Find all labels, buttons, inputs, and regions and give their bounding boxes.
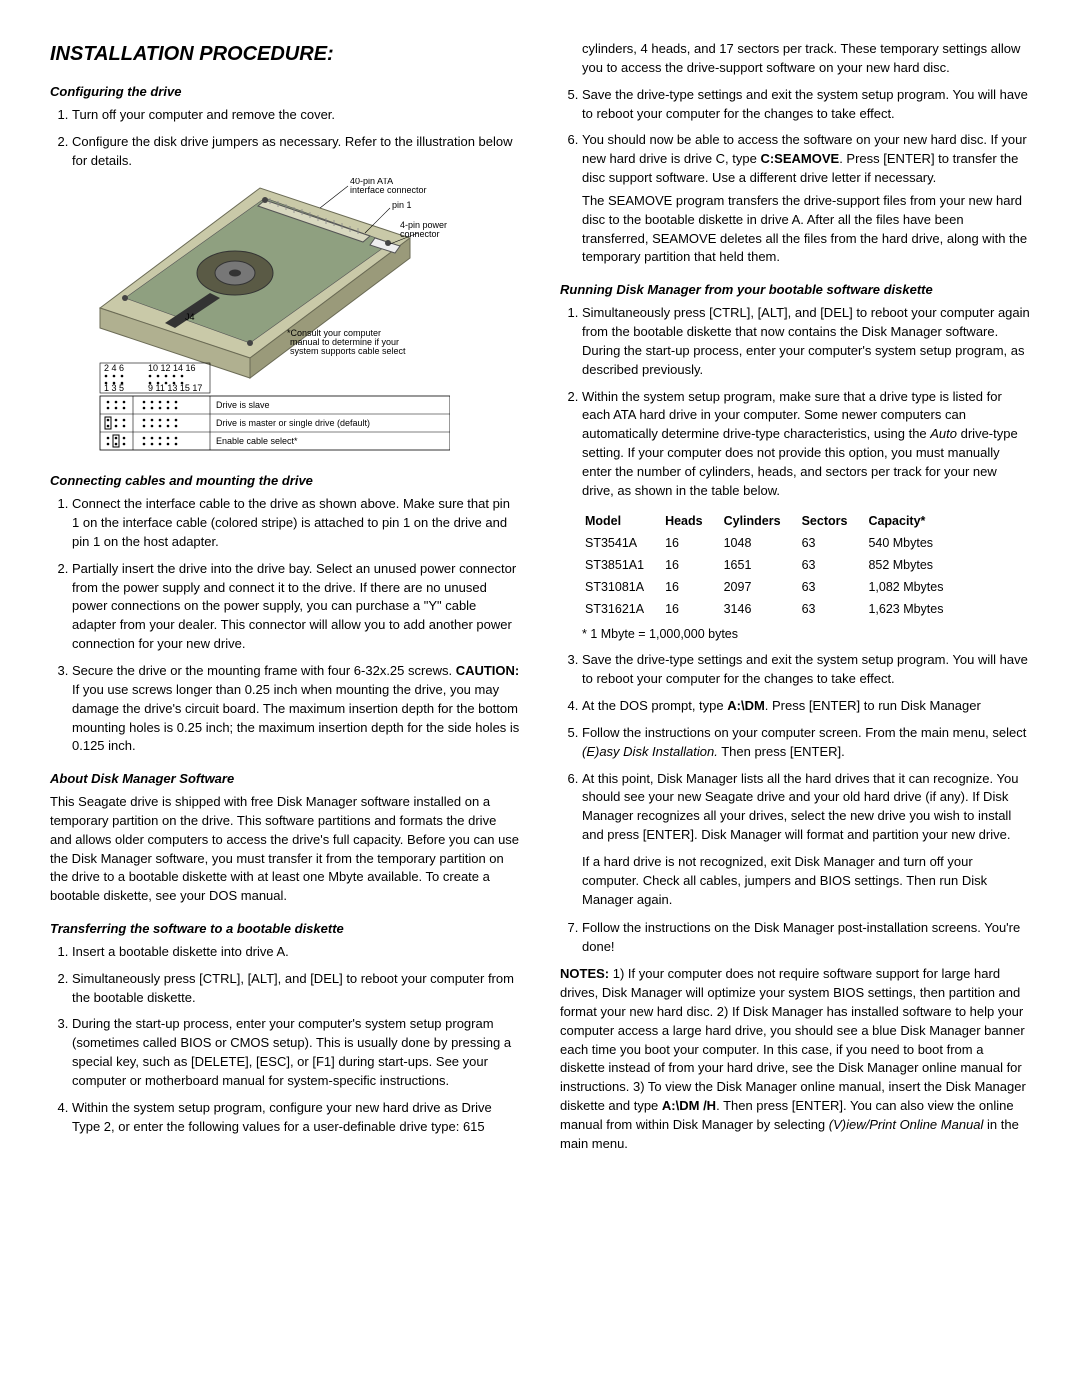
- table-footnote: * 1 Mbyte = 1,000,000 bytes: [582, 625, 1030, 643]
- list-item: Simultaneously press [CTRL], [ALT], and …: [582, 304, 1030, 379]
- svg-text:Enable cable select*: Enable cable select*: [216, 436, 298, 446]
- list-item: Secure the drive or the mounting frame w…: [72, 662, 520, 756]
- list-item: Connect the interface cable to the drive…: [72, 495, 520, 552]
- table-header: Capacity*: [867, 511, 961, 531]
- svg-text:pin 1: pin 1: [392, 200, 412, 210]
- list-item: Turn off your computer and remove the co…: [72, 106, 520, 125]
- running-steps: Simultaneously press [CTRL], [ALT], and …: [560, 304, 1030, 500]
- list-item: During the start-up process, enter your …: [72, 1015, 520, 1090]
- table-header: Model: [584, 511, 662, 531]
- heading-about: About Disk Manager Software: [50, 770, 520, 789]
- config-steps: Turn off your computer and remove the co…: [50, 106, 520, 171]
- list-item: Insert a bootable diskette into drive A.: [72, 943, 520, 962]
- not-recognized-paragraph: If a hard drive is not recognized, exit …: [582, 853, 1030, 910]
- table-row: ST31081A162097631,082 Mbytes: [584, 577, 961, 597]
- table-header: Cylinders: [723, 511, 799, 531]
- drive-diagram: J4 40-pin ATA interface connector pin 1 …: [70, 178, 450, 458]
- heading-transfer: Transferring the software to a bootable …: [50, 920, 520, 939]
- list-item: At this point, Disk Manager lists all th…: [582, 770, 1030, 845]
- page-title: INSTALLATION PROCEDURE:: [50, 40, 520, 69]
- list-item: At the DOS prompt, type A:\DM. Press [EN…: [582, 697, 1030, 716]
- running-steps-cont: Save the drive-type settings and exit th…: [560, 651, 1030, 845]
- list-item: Within the system setup program, make su…: [582, 388, 1030, 501]
- list-item: Save the drive-type settings and exit th…: [582, 86, 1030, 124]
- svg-text:interface connector: interface connector: [350, 185, 427, 195]
- table-row: ST3851A116165163852 Mbytes: [584, 555, 961, 575]
- svg-text:J4: J4: [185, 312, 195, 322]
- connect-steps: Connect the interface cable to the drive…: [50, 495, 520, 756]
- list-item: Simultaneously press [CTRL], [ALT], and …: [72, 970, 520, 1008]
- table-row: ST31621A163146631,623 Mbytes: [584, 599, 961, 619]
- svg-text:9 11 13 15 17: 9 11 13 15 17: [148, 383, 202, 393]
- heading-running: Running Disk Manager from your bootable …: [560, 281, 1030, 300]
- table-header: Sectors: [801, 511, 866, 531]
- svg-text:system supports cable select: system supports cable select: [290, 346, 406, 356]
- list-item: Save the drive-type settings and exit th…: [582, 651, 1030, 689]
- svg-text:Drive is slave: Drive is slave: [216, 400, 270, 410]
- list-item: Follow the instructions on your computer…: [582, 724, 1030, 762]
- svg-text:Drive is master or single driv: Drive is master or single drive (default…: [216, 418, 370, 428]
- svg-text:1 3 5: 1 3 5: [104, 383, 124, 393]
- about-paragraph: This Seagate drive is shipped with free …: [50, 793, 520, 906]
- svg-text:10 12 14 16: 10 12 14 16: [148, 363, 196, 373]
- table-row: ST3541A16104863540 Mbytes: [584, 533, 961, 553]
- heading-configuring: Configuring the drive: [50, 83, 520, 102]
- list-item: Configure the disk drive jumpers as nece…: [72, 133, 520, 171]
- running-steps-final: Follow the instructions on the Disk Mana…: [560, 919, 1030, 957]
- list-item: Partially insert the drive into the driv…: [72, 560, 520, 654]
- list-item: Follow the instructions on the Disk Mana…: [582, 919, 1030, 957]
- svg-text:connector: connector: [400, 229, 440, 239]
- svg-text:2 4 6: 2 4 6: [104, 363, 124, 373]
- table-header: Heads: [664, 511, 721, 531]
- seamove-paragraph: The SEAMOVE program transfers the drive-…: [582, 192, 1030, 267]
- drive-spec-table: Model Heads Cylinders Sectors Capacity* …: [582, 509, 963, 622]
- list-item: You should now be able to access the sof…: [582, 131, 1030, 188]
- notes-paragraph: NOTES: 1) If your computer does not requ…: [560, 965, 1030, 1153]
- heading-connecting: Connecting cables and mounting the drive: [50, 472, 520, 491]
